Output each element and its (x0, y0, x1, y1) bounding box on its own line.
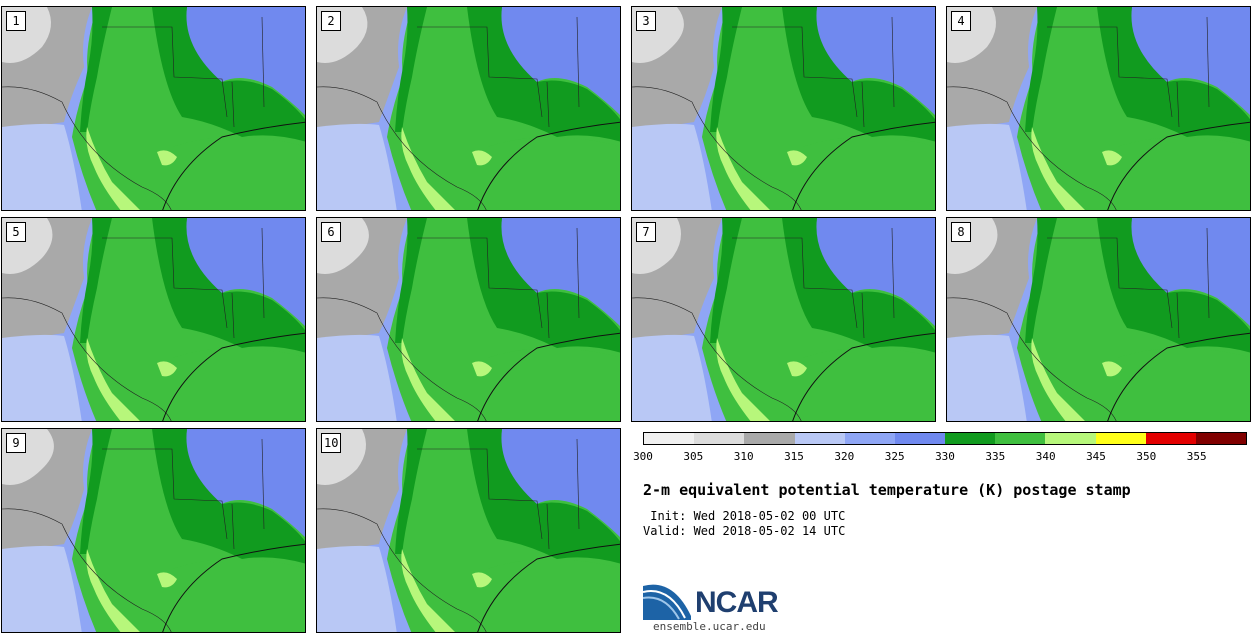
member-label: 4 (951, 11, 971, 31)
colorbar-segment (1195, 433, 1247, 444)
colorbar-segment (1095, 433, 1146, 444)
init-time: Init: Wed 2018-05-02 00 UTC (643, 509, 846, 523)
colorbar-tick-label: 335 (985, 450, 1006, 463)
member-label: 8 (951, 222, 971, 242)
colorbar-tick-label: 340 (1035, 450, 1056, 463)
colorbar-segment (794, 433, 845, 444)
member-label: 5 (6, 222, 26, 242)
member-label: 1 (6, 11, 26, 31)
site-url: ensemble.ucar.edu (653, 620, 766, 633)
colorbar-segment (1045, 433, 1096, 444)
colorbar-tick-label: 345 (1086, 450, 1106, 463)
member-map-panel: 3 (631, 6, 936, 211)
colorbar-tick-label: 300 (633, 450, 653, 463)
member-label: 3 (636, 11, 656, 31)
member-map-panel: 8 (946, 217, 1251, 422)
member-label: 6 (321, 222, 341, 242)
colorbar-segment (744, 433, 795, 444)
colorbar-segment (1145, 433, 1196, 444)
colorbar-ticks: 300 305 310 315 320 325 330 335 340 345 350 355 (633, 450, 1247, 466)
member-label: 10 (321, 433, 342, 453)
logo-text: NCAR (695, 586, 779, 619)
member-map-panel: 4 (946, 6, 1251, 211)
member-label: 2 (321, 11, 341, 31)
member-map-panel: 10 (316, 428, 621, 633)
member-map-panel: 7 (631, 217, 936, 422)
member-label: 7 (636, 222, 656, 242)
colorbar-segment (644, 433, 695, 444)
valid-time: Valid: Wed 2018-05-02 14 UTC (643, 524, 846, 538)
colorbar-segment (945, 433, 996, 444)
colorbar-segment (844, 433, 895, 444)
colorbar-tick-label: 330 (935, 450, 955, 463)
colorbar-tick-label: 310 (733, 450, 754, 463)
ncar-logo-icon (643, 584, 691, 620)
colorbar-tick-label: 320 (834, 450, 855, 463)
colorbar-tick-label: 350 (1136, 450, 1157, 463)
member-label: 9 (6, 433, 26, 453)
colorbar-segment (894, 433, 946, 444)
member-map-panel: 1 (1, 6, 306, 211)
member-map-panel: 5 (1, 217, 306, 422)
member-map-panel: 2 (316, 6, 621, 211)
colorbar-tick-label: 315 (784, 450, 804, 463)
colorbar-tick-label: 305 (683, 450, 704, 463)
member-map-panel: 6 (316, 217, 621, 422)
colorbar-tick-label: 325 (884, 450, 905, 463)
member-map-panel: 9 (1, 428, 306, 633)
colorbar-segment (995, 433, 1046, 444)
colorbar (643, 432, 1247, 445)
colorbar-tick-label: 355 (1186, 450, 1207, 463)
colorbar-segment (694, 433, 745, 444)
plot-title: 2-m equivalent potential temperature (K)… (643, 481, 1131, 499)
